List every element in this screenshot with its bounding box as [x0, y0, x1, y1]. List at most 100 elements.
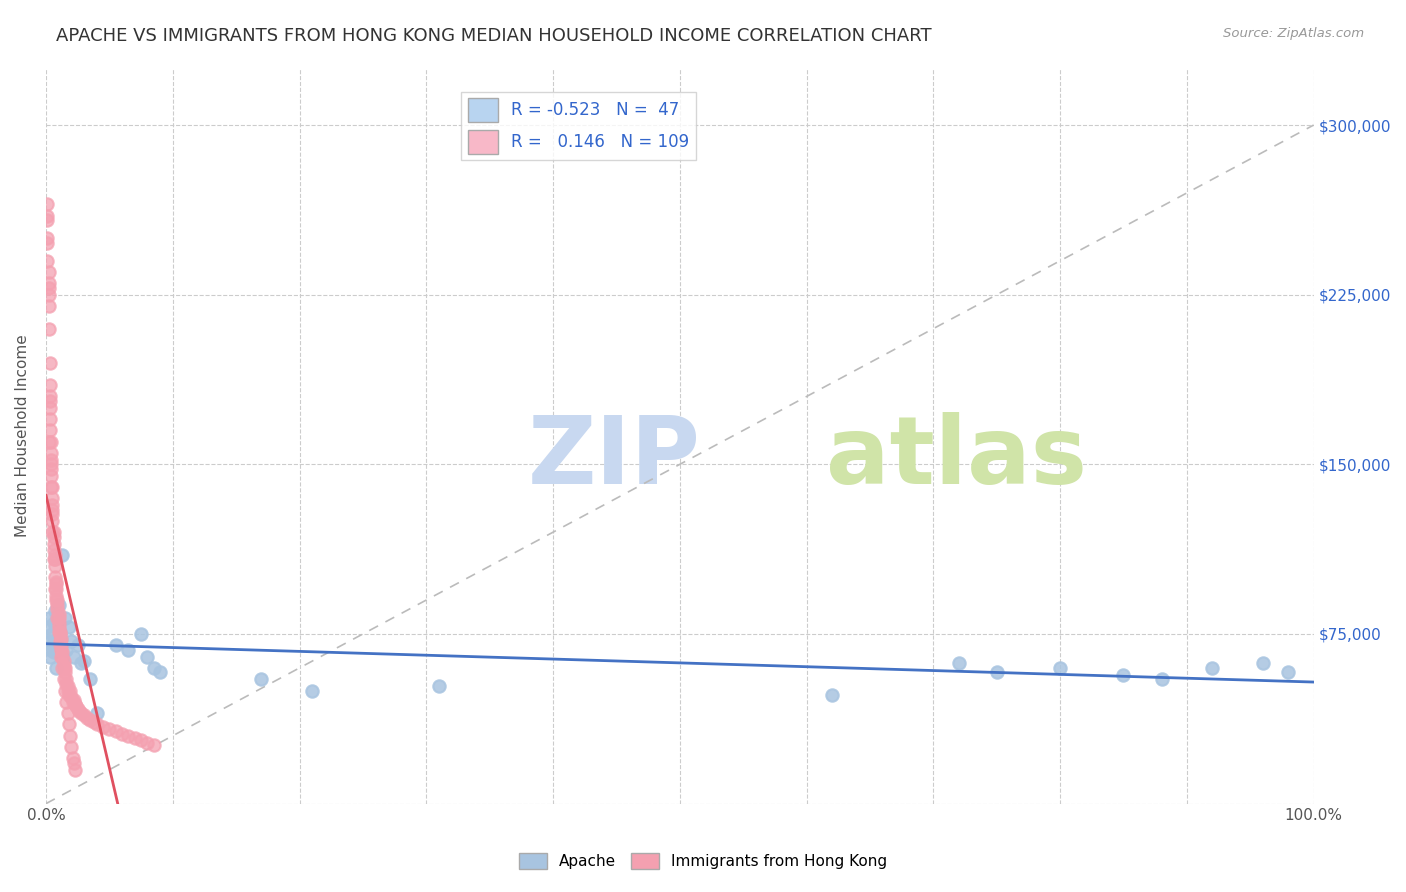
- Point: [59, 729, 82, 743]
- Point: [51, 638, 73, 652]
- Point: [37, 231, 59, 245]
- Point: [986, 665, 1008, 680]
- Point: [38, 412, 60, 426]
- Point: [60, 690, 83, 705]
- Point: [38, 355, 60, 369]
- Point: [38, 265, 60, 279]
- Point: [49, 633, 72, 648]
- Point: [48, 620, 70, 634]
- Point: [46, 593, 69, 607]
- Point: [38, 389, 60, 403]
- Point: [37, 213, 59, 227]
- Point: [49, 638, 72, 652]
- Point: [42, 530, 65, 544]
- Point: [51, 649, 73, 664]
- Point: [91, 720, 114, 734]
- Point: [1251, 657, 1274, 671]
- Point: [129, 627, 152, 641]
- Point: [111, 726, 134, 740]
- Point: [63, 692, 86, 706]
- Point: [44, 548, 66, 562]
- Point: [38, 401, 60, 415]
- Point: [104, 638, 127, 652]
- Point: [53, 661, 76, 675]
- Point: [51, 632, 73, 646]
- Point: [41, 498, 63, 512]
- Point: [66, 701, 89, 715]
- Point: [250, 672, 273, 686]
- Point: [41, 638, 63, 652]
- Point: [51, 642, 73, 657]
- Point: [46, 611, 69, 625]
- Point: [38, 287, 60, 301]
- Point: [52, 658, 75, 673]
- Point: [49, 627, 72, 641]
- Point: [48, 611, 70, 625]
- Point: [39, 446, 62, 460]
- Point: [51, 649, 73, 664]
- Point: [42, 536, 65, 550]
- Point: [53, 683, 76, 698]
- Point: [38, 649, 60, 664]
- Point: [41, 507, 63, 521]
- Point: [41, 502, 63, 516]
- Point: [142, 661, 165, 675]
- Point: [39, 642, 62, 657]
- Point: [45, 593, 67, 607]
- Point: [42, 615, 65, 630]
- Point: [44, 633, 66, 648]
- Point: [44, 570, 66, 584]
- Point: [45, 661, 67, 675]
- Point: [42, 645, 65, 659]
- Point: [55, 677, 77, 691]
- Point: [45, 620, 67, 634]
- Point: [48, 598, 70, 612]
- Point: [52, 654, 75, 668]
- Point: [55, 695, 77, 709]
- Point: [1201, 661, 1223, 675]
- Point: [48, 624, 70, 639]
- Point: [55, 642, 77, 657]
- Point: [124, 731, 146, 745]
- Point: [46, 598, 69, 612]
- Point: [63, 649, 86, 664]
- Point: [44, 604, 66, 618]
- Point: [70, 706, 93, 720]
- Point: [73, 654, 96, 668]
- Point: [38, 633, 60, 648]
- Point: [117, 729, 139, 743]
- Point: [821, 688, 844, 702]
- Point: [52, 672, 75, 686]
- Point: [948, 657, 970, 671]
- Point: [142, 738, 165, 752]
- Point: [66, 638, 89, 652]
- Point: [51, 632, 73, 646]
- Point: [39, 458, 62, 472]
- Point: [73, 708, 96, 723]
- Point: [37, 253, 59, 268]
- Point: [44, 552, 66, 566]
- Point: [65, 699, 87, 714]
- Point: [62, 695, 84, 709]
- Point: [37, 197, 59, 211]
- Point: [301, 683, 323, 698]
- Point: [56, 679, 79, 693]
- Point: [37, 209, 59, 223]
- Point: [46, 602, 69, 616]
- Point: [39, 480, 62, 494]
- Point: [58, 688, 80, 702]
- Point: [42, 552, 65, 566]
- Point: [42, 543, 65, 558]
- Point: [104, 724, 127, 739]
- Text: APACHE VS IMMIGRANTS FROM HONG KONG MEDIAN HOUSEHOLD INCOME CORRELATION CHART: APACHE VS IMMIGRANTS FROM HONG KONG MEDI…: [56, 27, 932, 45]
- Point: [45, 574, 67, 589]
- Point: [136, 735, 159, 749]
- Point: [42, 525, 65, 540]
- Point: [48, 638, 70, 652]
- Point: [39, 468, 62, 483]
- Point: [79, 672, 101, 686]
- Point: [38, 277, 60, 291]
- Point: [63, 763, 86, 777]
- Point: [41, 525, 63, 540]
- Point: [63, 697, 86, 711]
